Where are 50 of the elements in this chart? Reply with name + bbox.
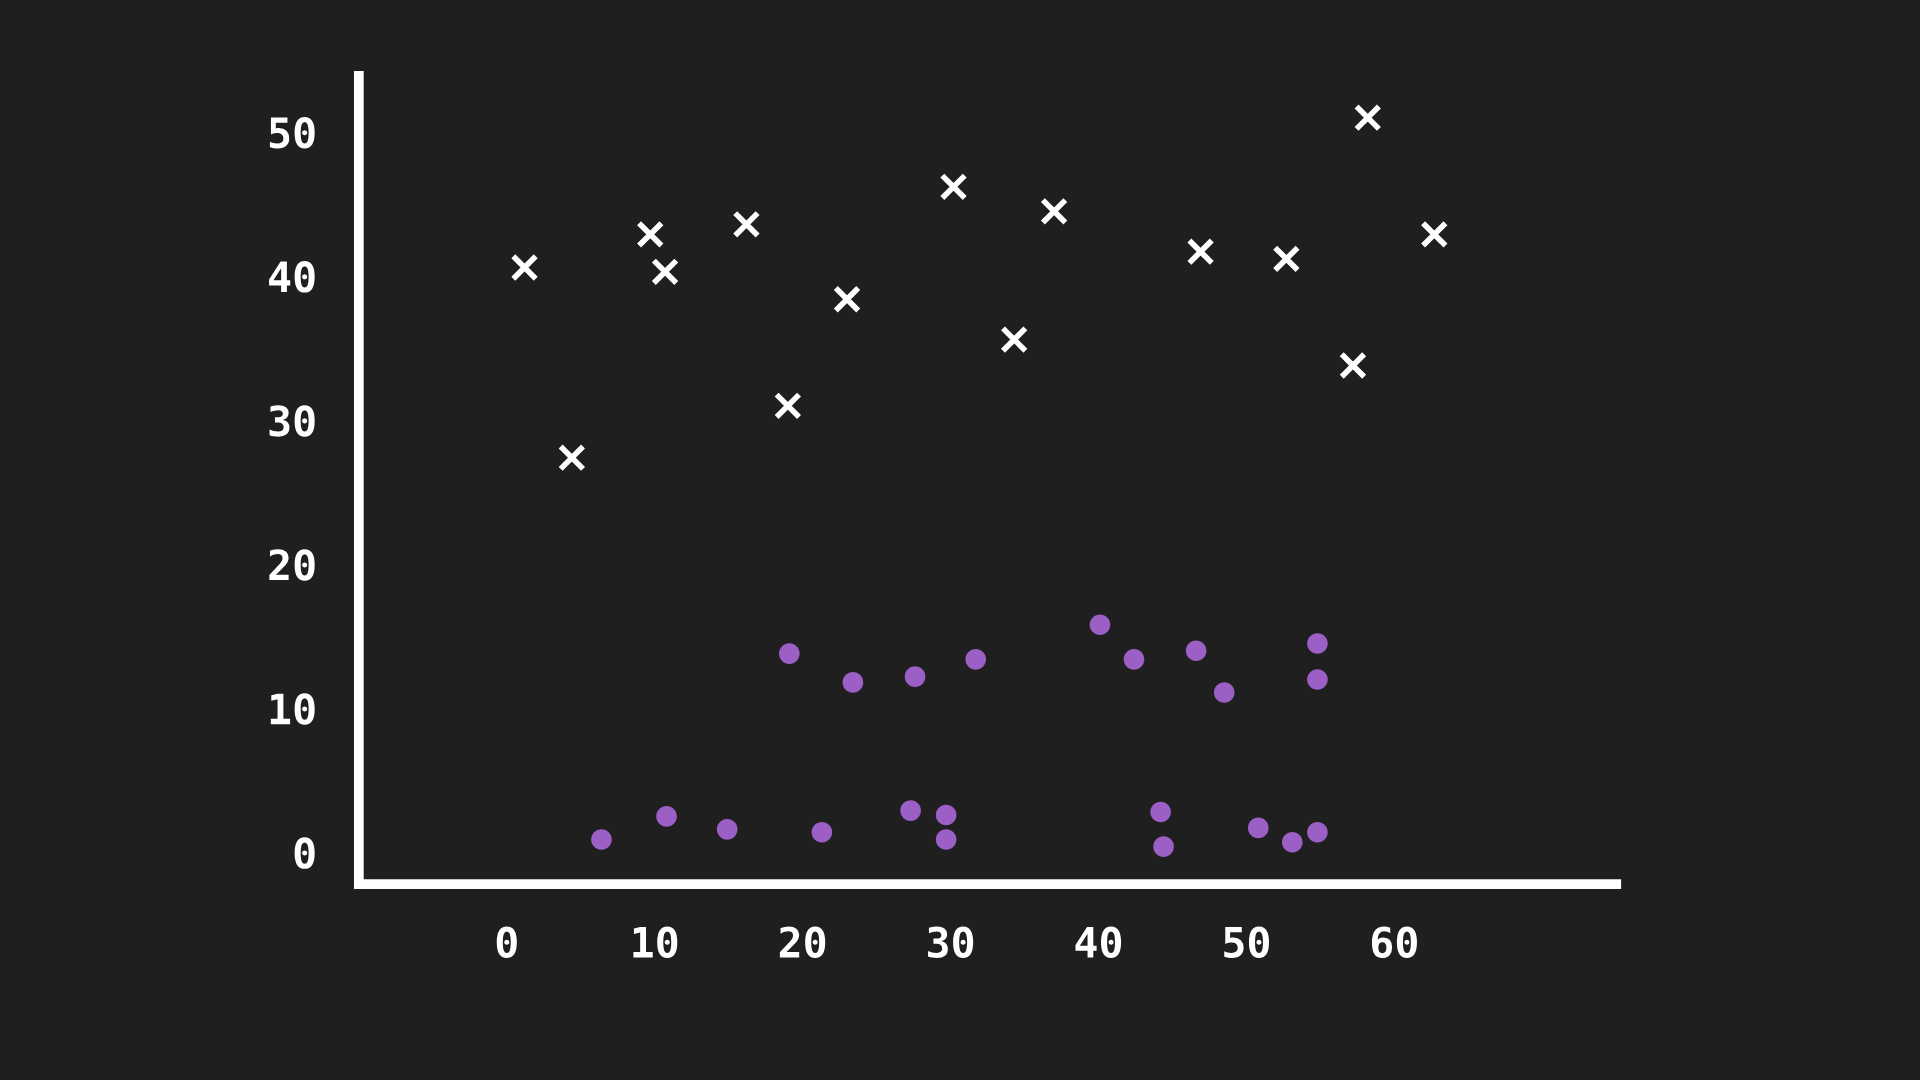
point bbox=[1272, 244, 1301, 273]
point bbox=[1281, 832, 1303, 853]
x-tick-label: 40 bbox=[1075, 926, 1122, 959]
point bbox=[1247, 817, 1269, 839]
point bbox=[900, 800, 921, 821]
point bbox=[1153, 836, 1174, 857]
x-tick-label: 0 bbox=[496, 926, 517, 959]
point bbox=[1185, 640, 1207, 662]
y-tick-label: 30 bbox=[269, 405, 315, 437]
point bbox=[1123, 649, 1145, 670]
y-tick-label: 20 bbox=[269, 549, 315, 581]
point bbox=[965, 649, 987, 670]
point bbox=[732, 210, 761, 239]
point bbox=[591, 829, 612, 850]
y-tick-label: 40 bbox=[269, 261, 315, 293]
y-tick-label: 50 bbox=[269, 117, 315, 149]
x-tick-label: 60 bbox=[1371, 926, 1417, 959]
point bbox=[1040, 197, 1069, 226]
point bbox=[935, 804, 957, 826]
point bbox=[651, 257, 680, 286]
x-tick-label: 50 bbox=[1224, 926, 1270, 959]
point bbox=[510, 253, 539, 282]
point bbox=[939, 172, 968, 201]
point bbox=[1186, 237, 1215, 266]
point bbox=[1213, 682, 1235, 703]
point bbox=[1150, 801, 1171, 823]
y-tick-label: 10 bbox=[270, 693, 315, 725]
point bbox=[779, 643, 800, 664]
point bbox=[557, 443, 586, 472]
point bbox=[636, 220, 665, 249]
point bbox=[1420, 220, 1449, 249]
point bbox=[656, 806, 677, 827]
point bbox=[935, 829, 957, 850]
x-tick-label: 10 bbox=[633, 926, 678, 959]
point bbox=[1338, 351, 1367, 380]
point bbox=[1000, 325, 1029, 354]
point bbox=[773, 391, 802, 420]
point bbox=[1353, 103, 1382, 132]
y-tick-label: 0 bbox=[294, 837, 315, 869]
point bbox=[1307, 633, 1328, 654]
x-tick-label: 20 bbox=[779, 926, 826, 959]
x-tick-label: 30 bbox=[928, 926, 974, 959]
point bbox=[842, 672, 864, 693]
point bbox=[1089, 614, 1111, 636]
point bbox=[833, 285, 861, 314]
point bbox=[1307, 821, 1328, 843]
point bbox=[1307, 669, 1328, 690]
point bbox=[811, 821, 833, 843]
point bbox=[716, 819, 738, 840]
point bbox=[904, 666, 926, 687]
